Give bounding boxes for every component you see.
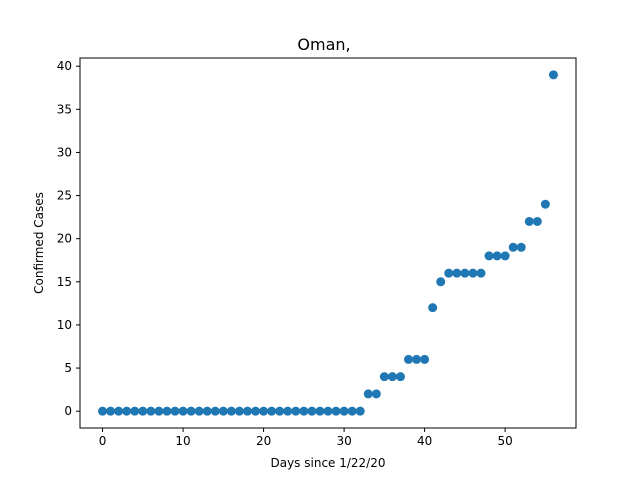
data-point [460,268,470,278]
data-point [468,268,478,278]
data-point [170,406,180,416]
data-point [339,406,349,416]
data-point [516,242,526,252]
data-point [404,354,414,364]
data-point [307,406,317,416]
x-tick-label: 40 [417,434,432,448]
data-point [323,406,333,416]
y-tick-label: 30 [57,145,72,159]
data-point [492,251,502,261]
data-point [202,406,212,416]
data-point [106,406,116,416]
data-point [420,354,430,364]
x-tick-label: 30 [336,434,351,448]
data-point [146,406,156,416]
data-point [395,372,405,382]
data-point [355,406,365,416]
data-point [331,406,341,416]
data-point [283,406,293,416]
data-point [154,406,164,416]
data-point [299,406,309,416]
axis-ticks: 0 10 20 30 40 50 0 5 10 15 20 25 30 35 40 [57,59,513,448]
data-point [452,268,462,278]
y-tick-label: 20 [57,232,72,246]
y-tick-label: 5 [64,361,72,375]
data-point [476,268,486,278]
x-tick-label: 50 [498,434,513,448]
y-tick-label: 40 [57,59,72,73]
data-point [234,406,244,416]
x-tick-label: 10 [175,434,190,448]
data-point [540,199,550,209]
data-point [186,406,196,416]
data-point [532,216,542,226]
plot-frame [79,57,577,429]
data-point [444,268,454,278]
data-point [347,406,357,416]
data-point [178,406,188,416]
data-point [436,277,446,287]
y-axis-label: Confirmed Cases [32,192,46,294]
data-point [218,406,228,416]
data-point [508,242,518,252]
data-point [387,372,397,382]
data-point [484,251,494,261]
data-point [138,406,148,416]
data-point [194,406,204,416]
data-point [242,406,252,416]
y-tick-label: 15 [57,275,72,289]
data-point [162,406,172,416]
y-tick-label: 10 [57,318,72,332]
data-point [371,389,381,399]
data-point [548,70,558,80]
data-point [98,406,108,416]
data-point [259,406,269,416]
data-point [500,251,510,261]
data-point [275,406,285,416]
data-point [251,406,261,416]
data-point [412,354,422,364]
data-point [363,389,373,399]
data-point [130,406,140,416]
data-point [210,406,220,416]
x-tick-label: 20 [256,434,271,448]
data-point [291,406,301,416]
data-points [98,70,558,416]
y-tick-label: 0 [64,404,72,418]
data-point [315,406,325,416]
data-point [122,406,132,416]
chart-title: Oman, [297,35,350,54]
data-point [379,372,389,382]
x-tick-label: 0 [99,434,107,448]
data-point [428,303,438,313]
x-axis-label: Days since 1/22/20 [270,456,385,470]
data-point [267,406,277,416]
y-tick-label: 25 [57,189,72,203]
y-tick-label: 35 [57,102,72,116]
data-point [226,406,236,416]
data-point [114,406,124,416]
data-point [524,216,534,226]
